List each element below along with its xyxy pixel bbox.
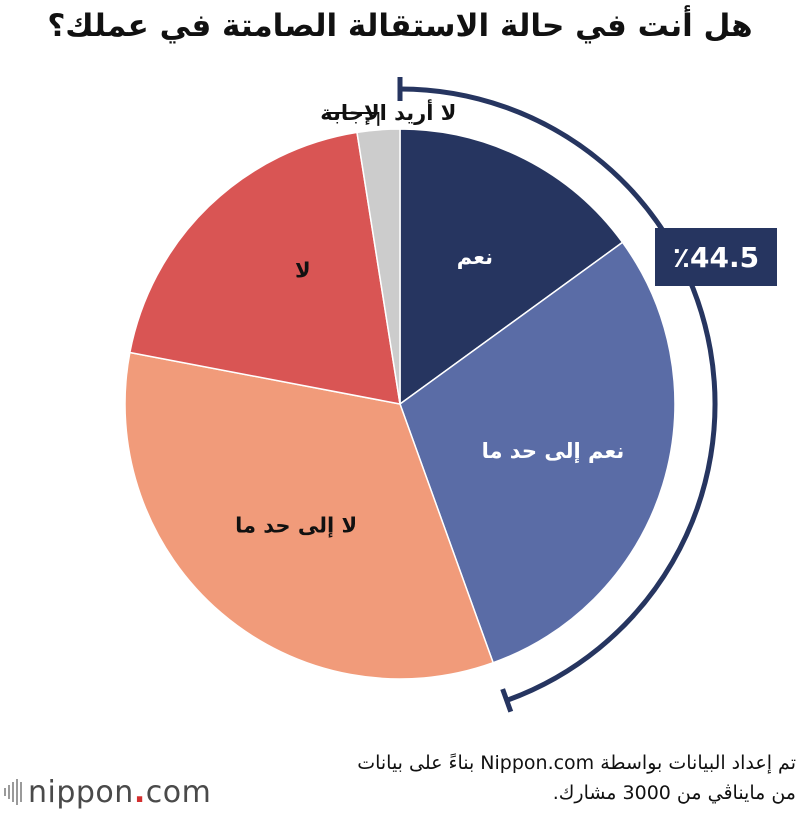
slice-label-no: لا [295,259,311,283]
bracket-value-label: ٪44.5 [673,241,759,274]
leader-line-no-answer [326,112,380,126]
source-note: تم إعداد البيانات بواسطة Nippon.com بناء… [300,748,796,808]
pie-slice-yes [399,128,624,406]
source-line-1: تم إعداد البيانات بواسطة Nippon.com بناء… [357,752,796,774]
pie-slices [124,128,676,680]
logo-dot: . [133,774,146,810]
pie-slice-no-answer [356,128,401,405]
logo-wordmark: nippon.com [28,775,211,810]
slice-label-somewhat-no: لا إلى حد ما [235,514,357,538]
percentage-bracket: ٪44.5 [397,77,777,713]
logo-name: nippon [28,774,134,810]
pie-slice-somewhat-yes [399,241,676,664]
bracket-value-box [655,228,777,286]
logo-suffix: com [145,774,212,810]
slice-label-yes: نعم [457,245,493,269]
logo-bars-icon [4,779,22,805]
chart-title: هل أنت في حالة الاستقالة الصامتة في عملك… [47,8,753,44]
source-line-2: من مايناڤي من 3000 مشارك. [552,782,796,804]
pie-slice-no [128,131,401,405]
slice-label-no-answer: لا أريد الإجابة [320,98,456,125]
slice-labels: نعم نعم إلى حد ما لا إلى حد ما لا لا أريد ال… [235,98,624,538]
bracket-arc [399,86,718,703]
bracket-cap-end [500,688,514,713]
slice-label-somewhat-yes: نعم إلى حد ما [482,439,625,463]
pie-slice-somewhat-no [124,351,495,680]
nippon-logo: nippon.com [4,772,211,812]
